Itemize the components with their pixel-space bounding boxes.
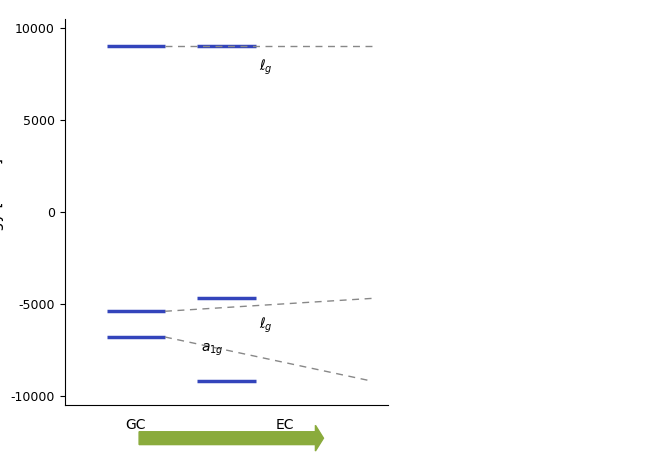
Text: $\ell_g$: $\ell_g$ xyxy=(259,57,272,77)
Text: EC: EC xyxy=(276,418,294,432)
FancyArrow shape xyxy=(139,425,324,451)
Text: GC: GC xyxy=(126,418,146,432)
Y-axis label: Energy [cm⁻¹]: Energy [cm⁻¹] xyxy=(0,158,4,266)
Text: $\ell_g$: $\ell_g$ xyxy=(259,316,272,335)
Text: $a_{1g}$: $a_{1g}$ xyxy=(201,341,223,358)
